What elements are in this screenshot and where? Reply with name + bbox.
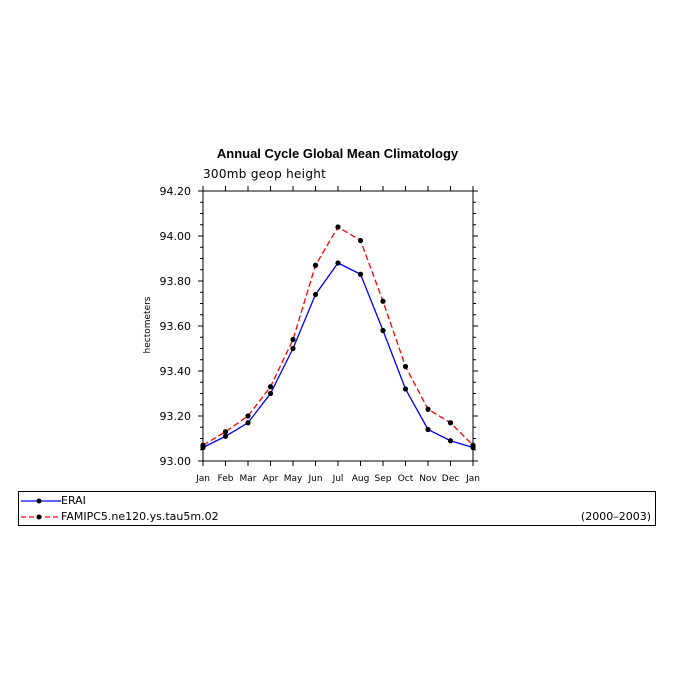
data-point-s0-11 — [447, 438, 454, 444]
x-tick-label: Apr — [263, 474, 279, 484]
data-point-s0-0 — [200, 444, 206, 451]
data-point-s0-8 — [380, 327, 386, 334]
x-tick-label: Jan — [465, 474, 480, 484]
x-tick-label: Jul — [332, 474, 344, 484]
data-point-s0-10 — [425, 426, 431, 433]
legend-item-erai: ERAI — [19, 493, 655, 509]
legend-swatch-erai — [21, 498, 61, 504]
data-point-s1-6 — [335, 224, 341, 230]
x-tick-label: Aug — [352, 474, 370, 484]
data-point-s0-2 — [245, 420, 251, 426]
chart-title: Annual Cycle Global Mean Climatology — [216, 146, 459, 161]
y-tick-label: 93.80 — [160, 275, 192, 288]
legend-label-erai: ERAI — [61, 494, 86, 507]
data-point-s1-5 — [312, 262, 319, 268]
data-point-s1-2 — [245, 413, 251, 419]
y-axis-label: hectometers — [143, 296, 153, 353]
data-point-s0-7 — [357, 271, 364, 277]
chart-subtitle: 300mb geop height — [203, 167, 327, 181]
data-point-s0-3 — [267, 390, 274, 397]
data-point-s1-8 — [380, 298, 386, 304]
y-tick-label: 94.20 — [160, 185, 192, 198]
legend-item-famipc5: FAMIPC5.ne120.ys.tau5m.02 (2000–2003) — [19, 509, 655, 525]
data-point-s1-10 — [425, 406, 431, 412]
x-tick-label: Jan — [195, 474, 210, 484]
data-point-s1-4 — [290, 336, 296, 343]
y-tick-label: 93.20 — [160, 410, 192, 423]
data-point-s0-9 — [402, 386, 409, 392]
data-point-s0-1 — [222, 433, 229, 439]
data-point-s0-4 — [290, 345, 296, 352]
x-tick-label: Sep — [375, 474, 392, 484]
y-tick-label: 93.00 — [160, 455, 192, 468]
legend-swatch-famipc5 — [21, 514, 61, 520]
chart-series — [200, 224, 476, 451]
x-tick-label: Mar — [240, 474, 257, 484]
data-point-s0-12 — [470, 444, 476, 451]
data-point-s0-6 — [335, 260, 341, 266]
data-point-s1-9 — [402, 363, 409, 370]
legend-period: (2000–2003) — [580, 510, 651, 523]
data-point-s1-7 — [357, 237, 364, 244]
data-point-s0-5 — [312, 291, 319, 298]
chart-axes: 93.00 93.20 93.40 93.60 93.80 94.00 94.20 Jan Fe… — [160, 185, 480, 484]
y-tick-label: 93.60 — [160, 320, 192, 333]
series-line-1 — [202, 226, 474, 446]
x-tick-label: Jun — [307, 474, 322, 484]
y-tick-label: 93.40 — [160, 365, 192, 378]
data-point-s1-3 — [267, 384, 274, 390]
data-point-s1-1 — [222, 429, 229, 435]
data-point-s1-11 — [447, 420, 454, 426]
x-tick-label: Dec — [442, 474, 459, 484]
x-tick-label: Oct — [398, 474, 414, 484]
x-tick-label: Nov — [419, 474, 437, 484]
x-tick-label: Feb — [218, 474, 234, 484]
legend-label-famipc5: FAMIPC5.ne120.ys.tau5m.02 — [61, 510, 219, 523]
x-tick-label: May — [284, 474, 303, 484]
legend: ERAI FAMIPC5.ne120.ys.tau5m.02 (2000–200… — [18, 491, 656, 526]
y-tick-label: 94.00 — [160, 230, 192, 243]
plot-frame — [202, 190, 474, 462]
